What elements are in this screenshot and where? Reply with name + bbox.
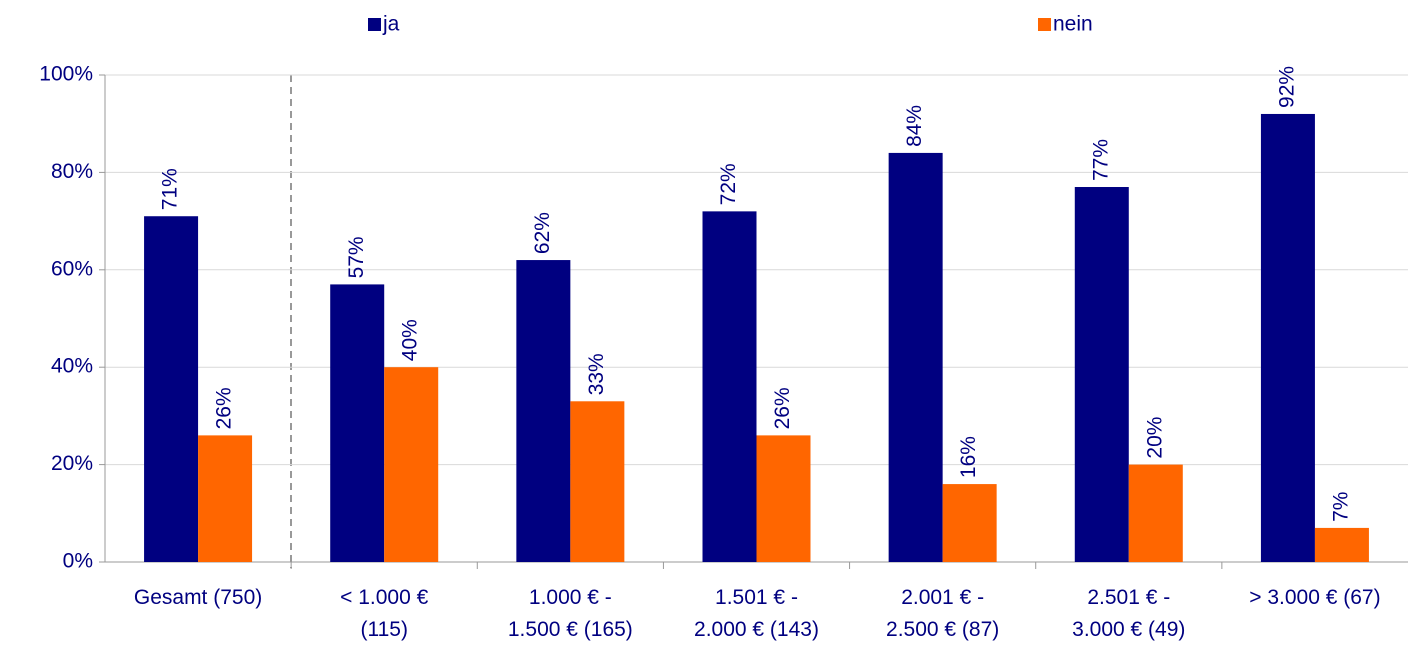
legend-swatch [368,18,381,31]
x-tick-label-line: 1.501 € - [715,586,798,609]
data-label: 16% [957,436,980,478]
y-tick-label: 100% [39,63,93,86]
data-label: 71% [159,168,182,210]
x-tick-label-line: (115) [360,618,407,641]
y-tick-label: 60% [51,257,93,280]
bar [570,401,625,562]
data-label: 40% [399,319,422,361]
x-tick-label-line: 3.000 € (49) [1072,618,1185,641]
bar [702,211,757,563]
bar [384,367,439,562]
legend-swatch [1038,18,1051,31]
data-label: 26% [213,387,236,429]
y-tick-label: 20% [51,452,93,475]
data-label: 7% [1329,492,1352,522]
data-label: 20% [1143,417,1166,459]
data-label: 77% [1089,139,1112,181]
y-tick-label: 80% [51,160,93,183]
data-label: 26% [771,387,794,429]
x-tick-label-line: 2.000 € (143) [694,618,819,641]
x-tick-label: 1.000 € - 1.500 € (165) [508,586,633,641]
bar [144,216,199,563]
x-tick-label-line: Gesamt (750) [134,586,262,609]
x-tick-label-line: 1.500 € (165) [508,618,633,641]
x-tick-label: 2.501 € - 3.000 € (49) [1072,586,1185,641]
data-label: 33% [585,353,608,395]
y-tick-label: 0% [63,550,93,573]
bar [330,284,385,562]
x-tick-label: Gesamt (750) [134,586,262,609]
data-label: 72% [717,163,740,205]
x-tick-label: 1.501 € - 2.000 € (143) [694,586,819,641]
bar [1260,113,1315,563]
x-tick-label: > 3.000 € (67) [1249,586,1380,609]
x-tick-label-line: 2.001 € - [901,586,984,609]
bar [1128,464,1183,562]
legend-label: ja [382,13,400,36]
x-tick-label-line: < 1.000 € [340,586,428,609]
x-tick-label-line: 2.500 € (87) [886,618,999,641]
legend-label: nein [1053,13,1093,36]
x-tick-label: 2.001 € - 2.500 € (87) [886,586,999,641]
x-tick-label-line: 2.501 € - [1087,586,1170,609]
x-tick-label: < 1.000 € (115) [340,586,428,641]
x-tick-label-line: > 3.000 € (67) [1249,586,1380,609]
bar [516,260,571,562]
bar [942,484,997,562]
bar [198,435,253,562]
bar [756,435,811,562]
data-label: 92% [1275,66,1298,108]
x-tick-label-line: 1.000 € - [529,586,612,609]
data-label: 84% [903,105,926,147]
y-tick-label: 40% [51,355,93,378]
bar [1074,187,1129,562]
bar [888,152,943,563]
bar [1314,527,1369,562]
data-label: 57% [345,236,368,278]
data-label: 62% [531,212,554,254]
